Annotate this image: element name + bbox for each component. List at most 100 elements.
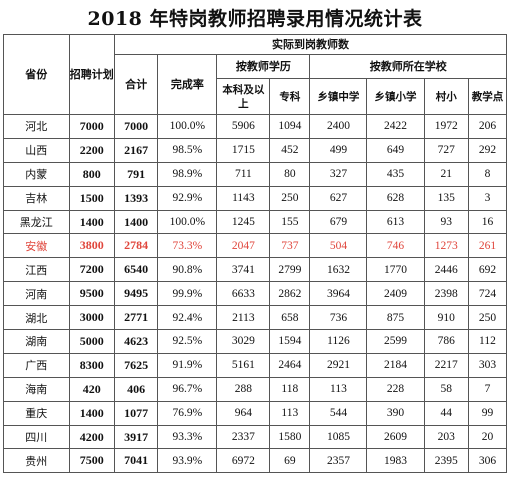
header-town-middle: 乡镇中学	[309, 78, 368, 115]
cell-town-primary: 390	[366, 400, 425, 426]
cell-town-primary: 2599	[366, 329, 425, 354]
cell-town-primary: 2609	[366, 424, 425, 450]
header-actual: 实际到岗教师数	[113, 34, 508, 55]
cell-village-primary: 727	[423, 137, 469, 163]
table-row: 吉林 1500 1393 92.9% 1143 250 627 628 135 3	[3, 185, 508, 211]
cell-total: 2771	[113, 305, 159, 331]
cell-teaching-point: 99	[467, 400, 508, 426]
header-bachelor: 本科及以上	[216, 78, 271, 115]
page-title: 2018 年特岗教师招聘录用情况统计表	[87, 8, 423, 30]
cell-province: 湖北	[3, 305, 70, 331]
cell-province: 黑龙江	[3, 209, 70, 235]
table-row: 贵州 7500 7041 93.9% 6972 69 2357 1983 2395 306	[3, 448, 508, 474]
cell-junior-college: 118	[269, 376, 311, 402]
cell-bachelor: 3029	[216, 329, 271, 354]
cell-junior-college: 1594	[269, 329, 311, 354]
cell-bachelor: 5906	[216, 114, 271, 139]
cell-completion-rate: 92.9%	[157, 185, 218, 211]
cell-province: 江西	[3, 257, 70, 283]
cell-junior-college: 658	[269, 305, 311, 331]
cell-completion-rate: 100.0%	[157, 209, 218, 235]
cell-teaching-point: 306	[467, 448, 508, 474]
cell-total: 7000	[113, 114, 159, 139]
cell-town-primary: 2184	[366, 352, 425, 378]
cell-total: 1393	[113, 185, 159, 211]
cell-recruit-plan: 420	[68, 376, 115, 402]
cell-teaching-point: 206	[467, 114, 508, 139]
cell-completion-rate: 98.5%	[157, 137, 218, 163]
cell-total: 2167	[113, 137, 159, 163]
cell-junior-college: 155	[269, 209, 311, 235]
cell-junior-college: 1094	[269, 114, 311, 139]
cell-teaching-point: 292	[467, 137, 508, 163]
cell-province: 吉林	[3, 185, 70, 211]
cell-total: 6540	[113, 257, 159, 283]
table-row: 山西 2200 2167 98.5% 1715 452 499 649 727 292	[3, 137, 508, 163]
cell-province: 湖南	[3, 329, 70, 354]
cell-junior-college: 1580	[269, 424, 311, 450]
cell-junior-college: 250	[269, 185, 311, 211]
header-junior-college: 专科	[269, 78, 311, 115]
header-recruit-plan: 招聘计划	[68, 34, 115, 115]
table-row: 海南 420 406 96.7% 288 118 113 228 58 7	[3, 376, 508, 402]
cell-completion-rate: 96.7%	[157, 376, 218, 402]
cell-town-primary: 746	[366, 233, 425, 259]
cell-province: 安徽	[3, 233, 70, 259]
cell-province: 四川	[3, 424, 70, 450]
cell-bachelor: 2113	[216, 305, 271, 331]
cell-town-primary: 1770	[366, 257, 425, 283]
cell-total: 791	[113, 161, 159, 187]
cell-town-middle: 736	[309, 305, 368, 331]
cell-recruit-plan: 9500	[68, 281, 115, 307]
cell-village-primary: 2446	[423, 257, 469, 283]
cell-recruit-plan: 1400	[68, 400, 115, 426]
cell-completion-rate: 93.3%	[157, 424, 218, 450]
cell-teaching-point: 692	[467, 257, 508, 283]
cell-town-middle: 113	[309, 376, 368, 402]
cell-town-primary: 435	[366, 161, 425, 187]
cell-bachelor: 964	[216, 400, 271, 426]
cell-recruit-plan: 7000	[68, 114, 115, 139]
cell-recruit-plan: 7500	[68, 448, 115, 474]
cell-recruit-plan: 5000	[68, 329, 115, 354]
cell-junior-college: 737	[269, 233, 311, 259]
cell-completion-rate: 73.3%	[157, 233, 218, 259]
cell-recruit-plan: 1500	[68, 185, 115, 211]
cell-town-middle: 327	[309, 161, 368, 187]
cell-total: 9495	[113, 281, 159, 307]
cell-bachelor: 2047	[216, 233, 271, 259]
cell-village-primary: 1972	[423, 114, 469, 139]
cell-town-primary: 613	[366, 209, 425, 235]
cell-recruit-plan: 800	[68, 161, 115, 187]
cell-province: 河南	[3, 281, 70, 307]
cell-bachelor: 711	[216, 161, 271, 187]
cell-recruit-plan: 8300	[68, 352, 115, 378]
cell-recruit-plan: 4200	[68, 424, 115, 450]
cell-bachelor: 1245	[216, 209, 271, 235]
cell-village-primary: 2395	[423, 448, 469, 474]
cell-town-middle: 2357	[309, 448, 368, 474]
header-province: 省份	[3, 34, 70, 115]
cell-completion-rate: 100.0%	[157, 114, 218, 139]
recruitment-table: 省份 招聘计划 实际到岗教师数 合计 完成率 按教师学历 按教师所在学校 本科及…	[3, 34, 508, 474]
cell-village-primary: 44	[423, 400, 469, 426]
cell-village-primary: 203	[423, 424, 469, 450]
cell-town-middle: 2921	[309, 352, 368, 378]
table-row: 重庆 1400 1077 76.9% 964 113 544 390 44 99	[3, 400, 508, 426]
cell-completion-rate: 76.9%	[157, 400, 218, 426]
header-by-education: 按教师学历	[216, 54, 311, 79]
cell-total: 406	[113, 376, 159, 402]
cell-town-middle: 499	[309, 137, 368, 163]
cell-village-primary: 1273	[423, 233, 469, 259]
cell-total: 2784	[113, 233, 159, 259]
cell-junior-college: 2799	[269, 257, 311, 283]
cell-teaching-point: 261	[467, 233, 508, 259]
cell-province: 贵州	[3, 448, 70, 474]
cell-completion-rate: 93.9%	[157, 448, 218, 474]
cell-town-middle: 544	[309, 400, 368, 426]
cell-teaching-point: 112	[467, 329, 508, 354]
cell-junior-college: 452	[269, 137, 311, 163]
cell-town-middle: 3964	[309, 281, 368, 307]
cell-village-primary: 2398	[423, 281, 469, 307]
cell-village-primary: 910	[423, 305, 469, 331]
